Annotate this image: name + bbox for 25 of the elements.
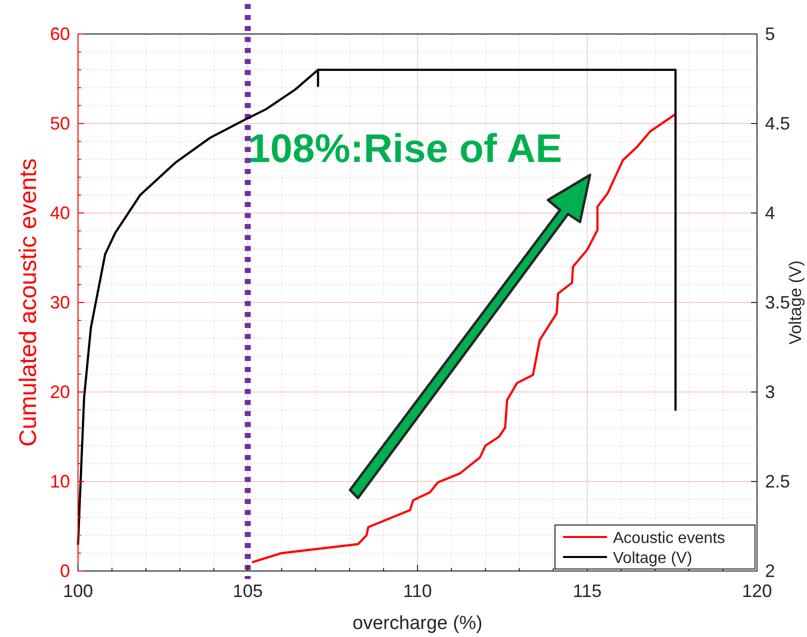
x-tick-label: 110 [403,581,432,601]
y2-tick-label: 3.5 [765,292,790,312]
x-tick-label: 120 [742,581,772,601]
y-tick-label: 20 [50,382,70,402]
y2-tick-label: 4.5 [765,114,790,134]
y-tick-label: 40 [50,203,70,223]
y-tick-label: 10 [50,472,70,492]
y2-tick-label: 3 [765,382,776,402]
annotation: 108%:Rise of AE [248,127,562,171]
legend-label: Acoustic events [613,530,726,547]
y-axis-title: Cumulated acoustic events [15,158,42,447]
y2-tick-label: 2 [765,561,776,581]
y-tick-label: 0 [60,561,70,581]
x-tick-label: 105 [232,581,263,601]
x-axis-title: overcharge (%) [352,613,482,634]
y-tick-label: 60 [50,24,70,44]
line-series [76,68,677,546]
y-tick-label: 30 [50,292,70,312]
y2-tick-label: 5 [765,24,776,44]
y2-tick-label: 2.5 [765,472,790,492]
y-tick-label: 50 [50,114,70,134]
legend-label: Voltage (V) [613,550,692,567]
x-tick-label: 115 [572,581,602,601]
y2-tick-label: 4 [765,203,776,223]
x-tick-label: 100 [62,581,94,601]
